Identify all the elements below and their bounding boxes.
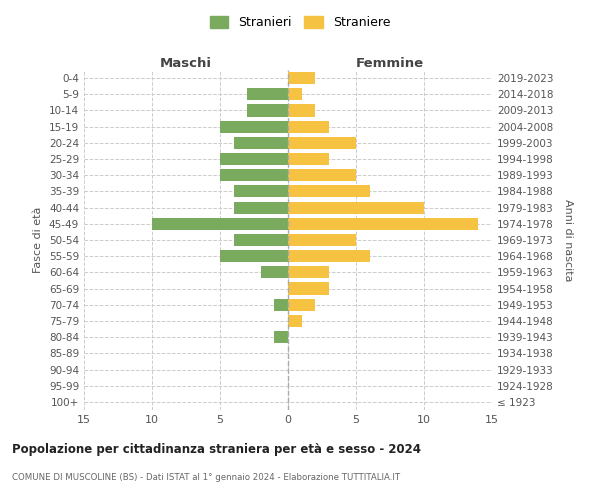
Bar <box>288 120 329 132</box>
Text: Femmine: Femmine <box>356 57 424 70</box>
Bar <box>247 88 288 101</box>
Bar <box>288 137 356 149</box>
Bar <box>288 88 302 101</box>
Bar <box>152 218 288 230</box>
Bar <box>261 266 288 278</box>
Bar <box>233 137 288 149</box>
Bar <box>288 234 356 246</box>
Bar <box>288 186 370 198</box>
Bar <box>288 298 315 311</box>
Bar <box>288 266 329 278</box>
Bar <box>233 202 288 213</box>
Text: Maschi: Maschi <box>160 57 212 70</box>
Y-axis label: Fasce di età: Fasce di età <box>34 207 43 273</box>
Bar <box>288 315 302 327</box>
Legend: Stranieri, Straniere: Stranieri, Straniere <box>205 11 395 34</box>
Bar <box>247 104 288 117</box>
Bar <box>288 169 356 181</box>
Bar <box>274 298 288 311</box>
Bar <box>220 250 288 262</box>
Bar <box>288 104 315 117</box>
Bar <box>274 331 288 343</box>
Bar <box>233 186 288 198</box>
Bar <box>220 169 288 181</box>
Bar <box>220 120 288 132</box>
Bar <box>220 153 288 165</box>
Y-axis label: Anni di nascita: Anni di nascita <box>563 198 573 281</box>
Bar <box>288 218 478 230</box>
Bar <box>288 202 424 213</box>
Bar <box>288 250 370 262</box>
Bar <box>233 234 288 246</box>
Text: COMUNE DI MUSCOLINE (BS) - Dati ISTAT al 1° gennaio 2024 - Elaborazione TUTTITAL: COMUNE DI MUSCOLINE (BS) - Dati ISTAT al… <box>12 472 400 482</box>
Bar <box>288 282 329 294</box>
Bar <box>288 72 315 84</box>
Bar <box>288 153 329 165</box>
Text: Popolazione per cittadinanza straniera per età e sesso - 2024: Popolazione per cittadinanza straniera p… <box>12 442 421 456</box>
